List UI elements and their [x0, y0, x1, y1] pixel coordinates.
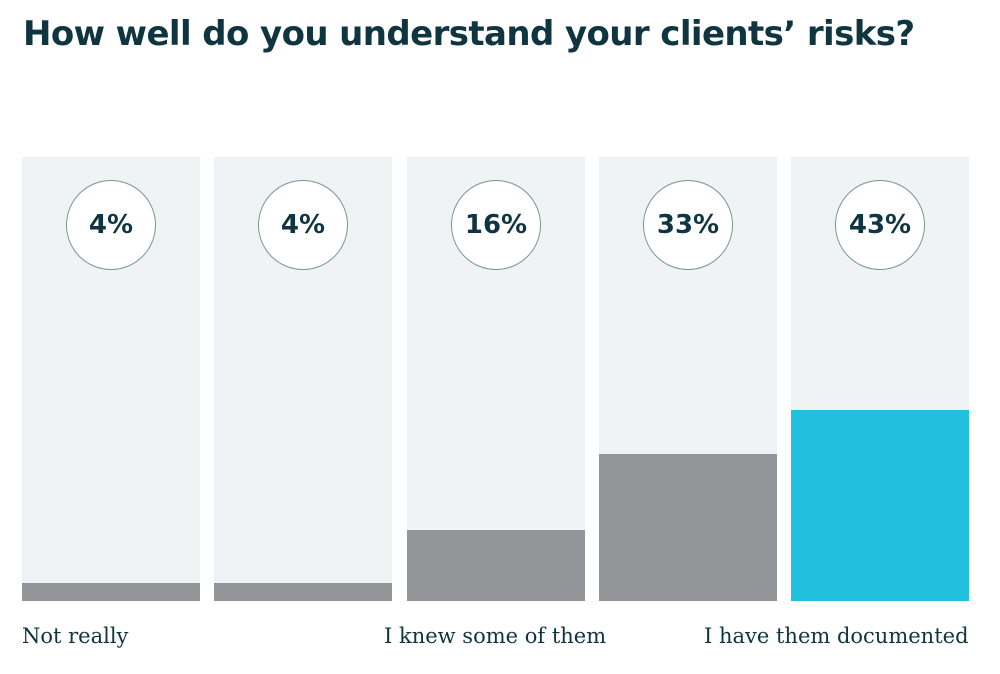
bar-5: [791, 410, 969, 601]
value-label-3: 16%: [451, 180, 541, 270]
bar-1: [22, 583, 200, 601]
axis-label-2: I knew some of them: [384, 624, 607, 648]
axis-label-3: I have them documented: [704, 624, 969, 648]
chart-title: How well do you understand your clients’…: [23, 14, 915, 54]
value-label-4: 33%: [643, 180, 733, 270]
plot-area: 4% 4% 16% 33% 43%: [22, 157, 969, 601]
value-label-5: 43%: [835, 180, 925, 270]
bar-4: [599, 454, 777, 601]
value-label-2: 4%: [258, 180, 348, 270]
axis-label-1: Not really: [22, 624, 129, 648]
bar-2: [214, 583, 392, 601]
value-label-1: 4%: [66, 180, 156, 270]
bar-3: [407, 530, 585, 601]
